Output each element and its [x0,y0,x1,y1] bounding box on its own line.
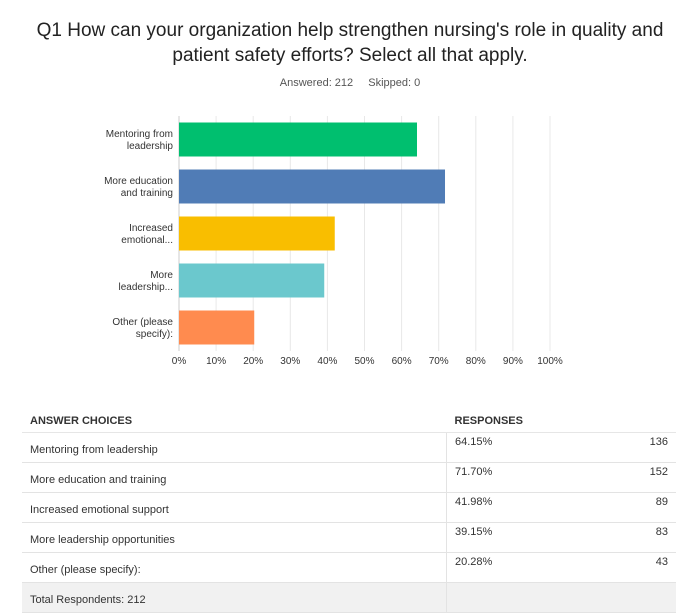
bar [179,310,255,345]
answer-choice: Increased emotional support [22,492,447,523]
category-label: More [150,270,173,281]
table-header-row: ANSWER CHOICES RESPONSES [22,410,676,433]
response-percent: 20.28% [446,552,587,583]
category-label: leadership... [119,282,173,293]
total-row: Total Respondents: 212 [22,582,676,613]
response-count: 136 [586,432,676,463]
table-row: Other (please specify): 20.28% 43 [22,552,676,583]
responses-header: RESPONSES [446,410,676,433]
category-label: Other (please [112,317,173,328]
total-respondents: Total Respondents: 212 [22,582,447,613]
x-tick-label: 90% [503,356,523,367]
answer-choice: More leadership opportunities [22,522,447,553]
category-label: Increased [129,223,173,234]
response-count: 89 [586,492,676,523]
response-percent: 71.70% [446,462,587,493]
category-label: and training [121,188,173,199]
response-count: 152 [586,462,676,493]
x-tick-label: 10% [206,356,226,367]
response-percent: 39.15% [446,522,587,553]
bar [179,216,335,251]
x-tick-label: 60% [392,356,412,367]
x-tick-label: 100% [537,356,563,367]
category-label: emotional... [121,235,173,246]
table-row: More education and training 71.70% 152 [22,462,676,493]
x-tick-label: 70% [429,356,449,367]
category-label: More education [104,176,173,187]
x-tick-label: 50% [354,356,374,367]
table-row: More leadership opportunities 39.15% 83 [22,522,676,553]
bar [179,169,446,204]
bar [179,122,417,157]
skipped-count: Skipped: 0 [368,77,421,89]
response-count: 43 [586,552,676,583]
response-percent: 41.98% [446,492,587,523]
category-label: Mentoring from [106,129,173,140]
x-tick-label: 80% [466,356,486,367]
x-tick-label: 40% [317,356,337,367]
question-title: Q1 How can your organization help streng… [36,20,664,66]
response-summary: Answered: 212 Skipped: 0 [0,77,700,89]
answer-choice: Mentoring from leadership [22,432,447,463]
table-row: Increased emotional support 41.98% 89 [22,492,676,523]
answer-choices-header: ANSWER CHOICES [22,410,447,433]
results-table: ANSWER CHOICES RESPONSES Mentoring from … [22,410,676,613]
x-tick-label: 0% [172,356,187,367]
x-tick-label: 20% [243,356,263,367]
category-label: leadership [127,141,174,152]
answer-choice: Other (please specify): [22,552,447,583]
category-label: specify): [136,329,173,340]
bar-chart: 0% 10% 20% 30% 40% 50% 60% 70% 80% 90% 100% Mentori… [104,116,563,367]
answered-count: Answered: 212 [279,77,354,89]
response-percent: 64.15% [446,432,587,463]
x-tick-label: 30% [280,356,300,367]
total-row-spacer [446,582,676,613]
answer-choice: More education and training [22,462,447,493]
response-count: 83 [586,522,676,553]
table-row: Mentoring from leadership 64.15% 136 [22,432,676,463]
bar [179,263,325,298]
